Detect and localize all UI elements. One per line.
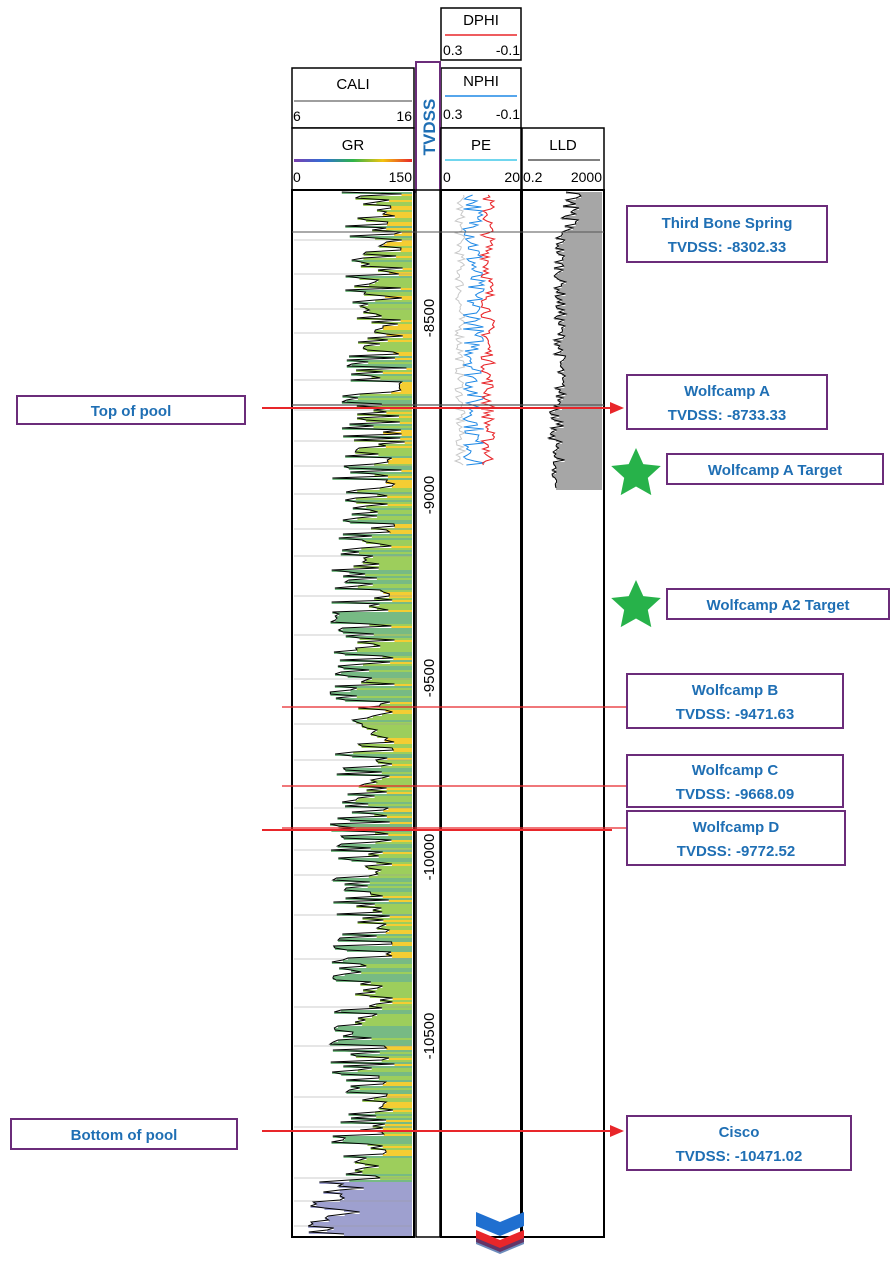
formation-box-wolfcamp-a: Wolfcamp A TVDSS: -8733.33 — [626, 374, 828, 430]
formation-depth: TVDSS: -10471.02 — [676, 1148, 803, 1165]
target-label: Wolfcamp A Target — [708, 462, 842, 479]
formation-depth: TVDSS: -9772.52 — [677, 843, 795, 860]
cali-header: CALI 6 16 — [291, 67, 415, 129]
gr-curve — [294, 191, 412, 1236]
formation-name: Wolfcamp C — [692, 762, 779, 779]
lld-min: 0.2 — [523, 169, 543, 185]
star-icon — [611, 580, 661, 628]
top-of-pool-box: Top of pool — [16, 395, 246, 425]
tvdss-header: TVDSS — [415, 61, 441, 193]
formation-box-wolfcamp-b: Wolfcamp B TVDSS: -9471.63 — [626, 673, 844, 729]
formation-box-cisco: Cisco TVDSS: -10471.02 — [626, 1115, 852, 1171]
top-of-pool-label: Top of pool — [91, 403, 172, 420]
depth-scale: -8500 -9000 -9500 -10000 -10500 — [421, 299, 438, 1060]
formation-lines — [282, 231, 627, 829]
nphi-header: NPHI 0.3 -0.1 — [440, 67, 522, 129]
depth-tick-label: -9000 — [421, 476, 438, 514]
nphi-label: NPHI — [463, 73, 499, 90]
formation-name: Third Bone Spring — [662, 215, 793, 232]
chevron-logo — [476, 1212, 524, 1254]
bottom-of-pool-arrow-head — [262, 1125, 624, 1137]
pe-label: PE — [471, 137, 491, 154]
formation-box-wolfcamp-c: Wolfcamp C TVDSS: -9668.09 — [626, 754, 844, 808]
nphi-min: 0.3 — [443, 106, 463, 122]
pe-min: 0 — [443, 169, 451, 185]
target-label: Wolfcamp A2 Target — [706, 597, 849, 614]
formation-depth: TVDSS: -9471.63 — [676, 706, 794, 723]
formation-name: Wolfcamp D — [693, 819, 780, 836]
dphi-min: 0.3 — [443, 42, 463, 58]
lld-max: 2000 — [571, 169, 602, 185]
depth-tick-label: -10500 — [421, 1013, 438, 1060]
dphi-label: DPHI — [463, 12, 499, 29]
formation-depth: TVDSS: -8733.33 — [668, 407, 786, 424]
pe-header: PE 0 20 — [440, 127, 522, 191]
bottom-of-pool-box: Bottom of pool — [10, 1118, 238, 1150]
lld-header: LLD 0.2 2000 — [521, 127, 605, 191]
log-tracks — [291, 189, 605, 1238]
tvdss-track — [415, 189, 441, 1238]
depth-tick-label: -10000 — [421, 834, 438, 881]
wolfcamp-a-target: Wolfcamp A Target — [611, 448, 884, 496]
gr-header: GR 0 150 — [291, 127, 415, 191]
formation-depth: TVDSS: -9668.09 — [676, 786, 794, 803]
pe-track — [440, 189, 522, 1238]
lld-label: LLD — [549, 137, 577, 154]
tvdss-label: TVDSS — [420, 99, 439, 156]
top-of-pool-arrow — [262, 402, 624, 414]
formation-depth: TVDSS: -8302.33 — [668, 239, 786, 256]
dphi-header: DPHI 0.3 -0.1 — [440, 7, 522, 61]
cali-min: 6 — [293, 108, 301, 124]
dphi-max: -0.1 — [496, 42, 520, 58]
pe-max: 20 — [504, 169, 520, 185]
porosity-curves — [453, 194, 497, 466]
bottom-of-pool-label: Bottom of pool — [71, 1127, 178, 1144]
formation-name: Wolfcamp B — [692, 682, 779, 699]
wolfcamp-a2-target: Wolfcamp A2 Target — [611, 580, 890, 628]
star-icon — [611, 448, 661, 496]
cali-label: CALI — [336, 76, 369, 93]
formation-name: Wolfcamp A — [684, 383, 770, 400]
cali-max: 16 — [396, 108, 412, 124]
formation-name: Cisco — [719, 1124, 760, 1141]
gr-label: GR — [342, 137, 365, 154]
gr-min: 0 — [293, 169, 301, 185]
formation-box-wolfcamp-d: Wolfcamp D TVDSS: -9772.52 — [626, 810, 846, 866]
lld-curve — [546, 191, 602, 490]
depth-tick-label: -9500 — [421, 659, 438, 697]
gr-max: 150 — [389, 169, 413, 185]
depth-tick-label: -8500 — [421, 299, 438, 337]
formation-box-third-bone-spring: Third Bone Spring TVDSS: -8302.33 — [626, 205, 828, 263]
nphi-max: -0.1 — [496, 106, 520, 122]
